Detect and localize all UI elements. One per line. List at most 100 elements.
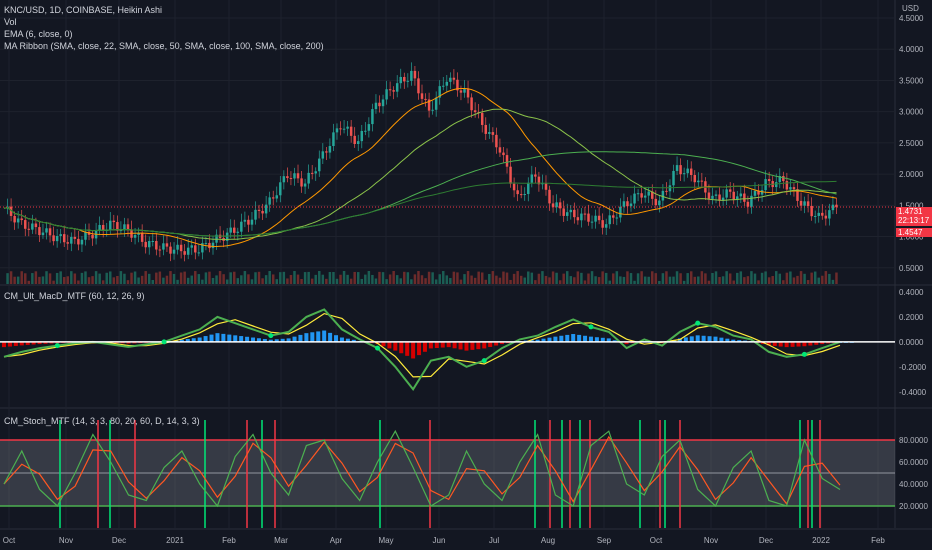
y-tick-label: 3.5000 bbox=[899, 76, 924, 85]
macd-cross-dot bbox=[54, 343, 60, 349]
candle-body bbox=[126, 224, 130, 230]
candle-body bbox=[169, 246, 172, 254]
x-tick-label: Nov bbox=[59, 536, 73, 545]
candle-body bbox=[658, 200, 661, 206]
macd-histogram-bar bbox=[482, 341, 487, 349]
x-tick-label: Mar bbox=[274, 536, 288, 545]
volume-bar bbox=[806, 280, 810, 284]
volume-bar bbox=[303, 272, 307, 284]
candle-body bbox=[544, 183, 548, 190]
symbol-title[interactable]: KNC/USD, 1D, COINBASE, Heikin Ashi bbox=[4, 5, 163, 15]
candle-body bbox=[254, 209, 257, 220]
volume-bar bbox=[519, 275, 523, 284]
candle-body bbox=[133, 234, 137, 238]
candle-body bbox=[817, 212, 820, 216]
candle-body bbox=[247, 219, 250, 225]
candle-body bbox=[449, 77, 452, 82]
volume-bar bbox=[700, 271, 704, 284]
candle-body bbox=[59, 234, 62, 236]
candle-body bbox=[16, 218, 20, 223]
candle-body bbox=[555, 202, 558, 208]
volume-bar bbox=[211, 277, 215, 284]
main-legend: KNC/USD, 1D, COINBASE, Heikin Ashi Vol E… bbox=[4, 4, 324, 52]
macd-histogram-bar bbox=[233, 335, 238, 342]
x-tick-label: Feb bbox=[871, 536, 885, 545]
volume-bar bbox=[619, 276, 622, 284]
candle-body bbox=[835, 204, 838, 208]
candle-body bbox=[31, 223, 34, 230]
macd-histogram-bar bbox=[322, 330, 327, 342]
volume-bar bbox=[133, 271, 137, 284]
macd-histogram-bar bbox=[274, 339, 279, 342]
candle-body bbox=[587, 213, 590, 222]
volume-bar bbox=[179, 272, 183, 284]
candle-body bbox=[806, 201, 810, 206]
candle-body bbox=[48, 228, 52, 236]
volume-bar bbox=[243, 271, 247, 284]
candle-body bbox=[80, 239, 84, 245]
volume-bar bbox=[367, 271, 371, 284]
volume-bar bbox=[771, 276, 774, 284]
x-tick-label: Oct bbox=[650, 536, 663, 545]
volume-bar bbox=[537, 273, 541, 284]
ema-legend[interactable]: EMA (6, close, 0) bbox=[4, 29, 73, 39]
macd-histogram-bar bbox=[612, 340, 617, 342]
macd-line bbox=[3, 308, 841, 392]
candle-body bbox=[286, 176, 289, 179]
macd-histogram-bar bbox=[280, 338, 285, 342]
macd-histogram-bar bbox=[126, 341, 131, 344]
volume-bar bbox=[541, 271, 544, 284]
macd-legend[interactable]: CM_Ult_MacD_MTF (60, 12, 26, 9) bbox=[4, 291, 145, 301]
macd-histogram-bar bbox=[245, 336, 250, 342]
candle-body bbox=[721, 197, 725, 201]
macd-histogram-bar bbox=[695, 335, 700, 342]
candle-body bbox=[527, 182, 530, 195]
candle-body bbox=[140, 232, 144, 242]
candle-body bbox=[622, 201, 626, 207]
macd-histogram-bar bbox=[814, 341, 819, 345]
last-price: 1.4731 bbox=[898, 207, 923, 216]
candle-body bbox=[9, 206, 13, 216]
candle-body bbox=[45, 228, 48, 233]
volume-bar bbox=[275, 279, 279, 284]
macd-histogram-bar bbox=[772, 341, 777, 346]
volume-bar bbox=[318, 271, 321, 284]
ma-ribbon-legend[interactable]: MA Ribbon (SMA, close, 22, SMA, close, 5… bbox=[4, 41, 324, 51]
candle-body bbox=[512, 183, 516, 191]
volume-bar bbox=[449, 278, 452, 284]
macd-histogram-bar bbox=[221, 333, 226, 342]
volume-bar bbox=[725, 271, 728, 284]
macd-histogram-bar bbox=[541, 338, 546, 342]
vol-legend[interactable]: Vol bbox=[4, 17, 17, 27]
volume-bar bbox=[215, 275, 218, 284]
candle-body bbox=[293, 173, 296, 179]
volume-bar bbox=[286, 278, 289, 284]
volume-bar bbox=[604, 272, 608, 284]
candle-body bbox=[601, 220, 604, 228]
stoch-legend[interactable]: CM_Stoch_MTF (14, 3, 3, 80, 20, 60, D, 1… bbox=[4, 416, 200, 426]
macd-histogram-bar bbox=[19, 341, 24, 346]
candle-body bbox=[736, 196, 739, 200]
volume-bar bbox=[594, 276, 597, 284]
candle-body bbox=[810, 205, 813, 217]
volume-bar bbox=[151, 279, 155, 284]
volume-bar bbox=[87, 277, 91, 284]
candle-body bbox=[413, 70, 417, 79]
macd-histogram-bar bbox=[500, 341, 505, 345]
candle-body bbox=[562, 208, 565, 216]
candle-body bbox=[183, 251, 186, 255]
candle-body bbox=[541, 183, 544, 185]
volume-bar bbox=[84, 271, 87, 284]
candle-body bbox=[339, 128, 342, 130]
candle-body bbox=[523, 194, 526, 196]
volume-bar bbox=[728, 273, 732, 284]
candle-body bbox=[41, 232, 45, 236]
volume-bar bbox=[569, 276, 573, 284]
volume-bar bbox=[101, 280, 105, 284]
candle-body bbox=[240, 221, 243, 232]
candle-body bbox=[516, 190, 519, 195]
volume-bar bbox=[420, 275, 424, 284]
candle-body bbox=[484, 124, 488, 134]
candle-body bbox=[456, 79, 459, 91]
